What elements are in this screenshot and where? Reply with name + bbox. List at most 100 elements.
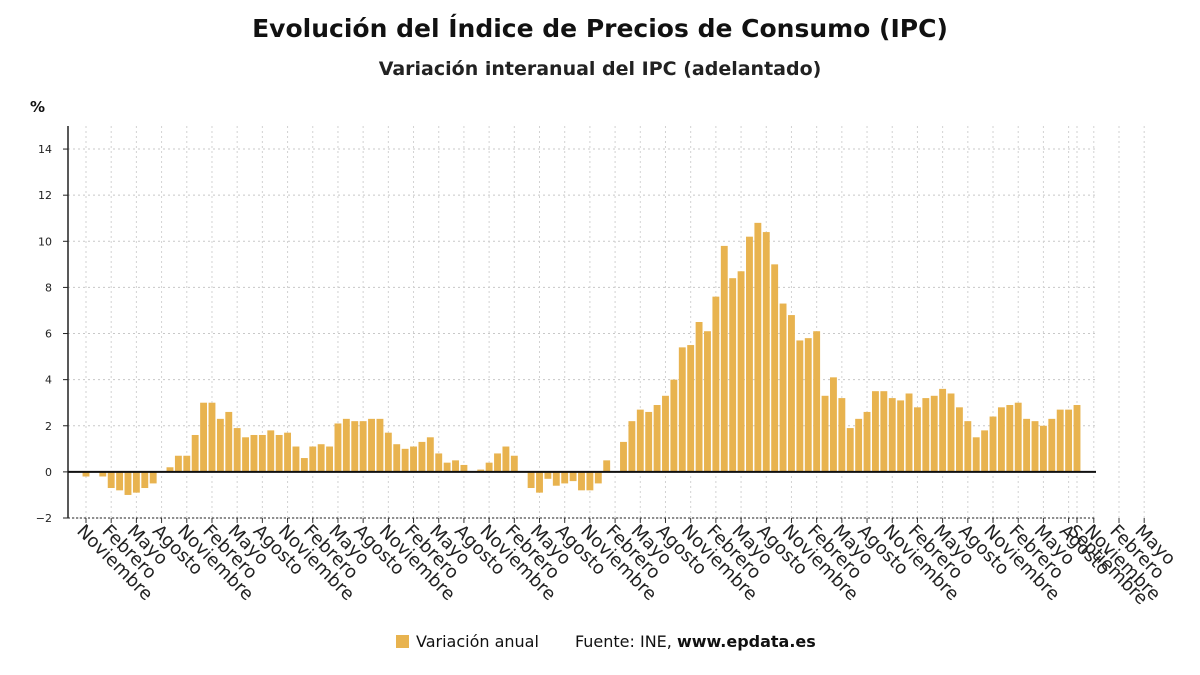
bar — [964, 421, 972, 472]
bar — [443, 462, 451, 472]
bar — [737, 271, 745, 472]
bar — [267, 430, 275, 472]
y-tick-label: 0 — [45, 466, 52, 479]
bar — [838, 398, 846, 472]
bar — [418, 441, 426, 472]
bar — [997, 407, 1005, 472]
bar — [1073, 405, 1081, 472]
bar — [1006, 405, 1014, 472]
x-tick-labels: NoviembreFebreroMayoAgostoNoviembreFebre… — [72, 521, 1179, 609]
bar — [947, 393, 955, 472]
bar — [796, 340, 804, 472]
bar — [880, 391, 888, 472]
bar — [544, 471, 552, 479]
bar — [569, 471, 577, 482]
bar — [334, 423, 342, 472]
bar — [342, 418, 350, 472]
legend-swatch — [396, 635, 409, 648]
bar — [107, 471, 115, 489]
bar — [636, 409, 644, 472]
bar — [804, 338, 812, 472]
bar — [762, 232, 770, 472]
bar — [124, 471, 132, 495]
bar — [552, 471, 560, 486]
y-tick-label: 10 — [38, 235, 52, 248]
bar — [863, 411, 871, 472]
bar — [662, 395, 669, 472]
bar — [183, 455, 191, 472]
bar — [527, 471, 535, 489]
bar — [132, 471, 140, 493]
bars — [82, 222, 1081, 495]
bar — [275, 434, 283, 472]
bar — [477, 469, 485, 472]
y-axis-unit-label: % — [30, 98, 46, 116]
bar — [284, 432, 292, 472]
bar — [485, 462, 493, 472]
bar — [855, 418, 863, 472]
bar — [645, 411, 653, 472]
bar — [788, 315, 795, 472]
bar — [653, 405, 661, 472]
bar — [1056, 409, 1064, 472]
bar — [258, 434, 266, 472]
bar — [250, 434, 258, 472]
y-tick-label: 6 — [45, 328, 52, 341]
bar — [82, 471, 90, 477]
bar — [191, 434, 199, 472]
bar — [452, 460, 459, 472]
bar — [813, 331, 821, 472]
bar — [242, 437, 250, 472]
bar — [1039, 425, 1047, 472]
bar — [116, 471, 124, 491]
source-prefix: Fuente: INE, — [574, 632, 677, 651]
legend: Variación anual Fuente: INE, www.epdata.… — [396, 632, 816, 651]
bar — [720, 245, 728, 472]
bar — [955, 407, 963, 472]
bar — [561, 471, 569, 484]
bar — [771, 264, 779, 472]
chart-title: Evolución del Índice de Precios de Consu… — [252, 14, 948, 43]
y-tick-labels: −2 0 2 4 6 8 10 12 14 — [36, 143, 52, 525]
bar — [687, 345, 695, 472]
bar — [216, 418, 224, 472]
bar — [1048, 418, 1056, 472]
bar — [981, 430, 989, 472]
bar — [888, 398, 896, 472]
bar — [225, 411, 233, 472]
y-tick-label: 8 — [45, 281, 52, 294]
bar — [309, 446, 317, 472]
bar — [208, 402, 216, 472]
bar — [754, 222, 762, 472]
chart-subtitle: Variación interanual del IPC (adelantado… — [378, 58, 822, 80]
bar — [670, 379, 678, 472]
bar — [326, 446, 333, 472]
bar — [502, 446, 510, 472]
bar — [628, 421, 636, 472]
bar — [317, 444, 325, 472]
bar — [712, 296, 720, 472]
bar — [930, 395, 938, 472]
bar — [905, 393, 913, 472]
bar — [620, 441, 627, 472]
bar — [821, 395, 829, 472]
bar — [594, 471, 602, 484]
bar — [1065, 409, 1073, 472]
bar — [897, 400, 905, 472]
bar — [922, 398, 930, 472]
bar — [846, 428, 854, 472]
bar — [292, 446, 300, 472]
bar — [435, 453, 443, 472]
bar — [393, 444, 401, 472]
bar — [410, 446, 417, 472]
bar — [695, 322, 703, 472]
bar — [1023, 418, 1031, 472]
bar — [939, 388, 947, 472]
bar — [704, 331, 711, 472]
bar — [972, 437, 980, 472]
bar — [1031, 421, 1039, 472]
bar — [1014, 402, 1022, 472]
bar — [578, 471, 585, 491]
bar — [779, 303, 787, 472]
